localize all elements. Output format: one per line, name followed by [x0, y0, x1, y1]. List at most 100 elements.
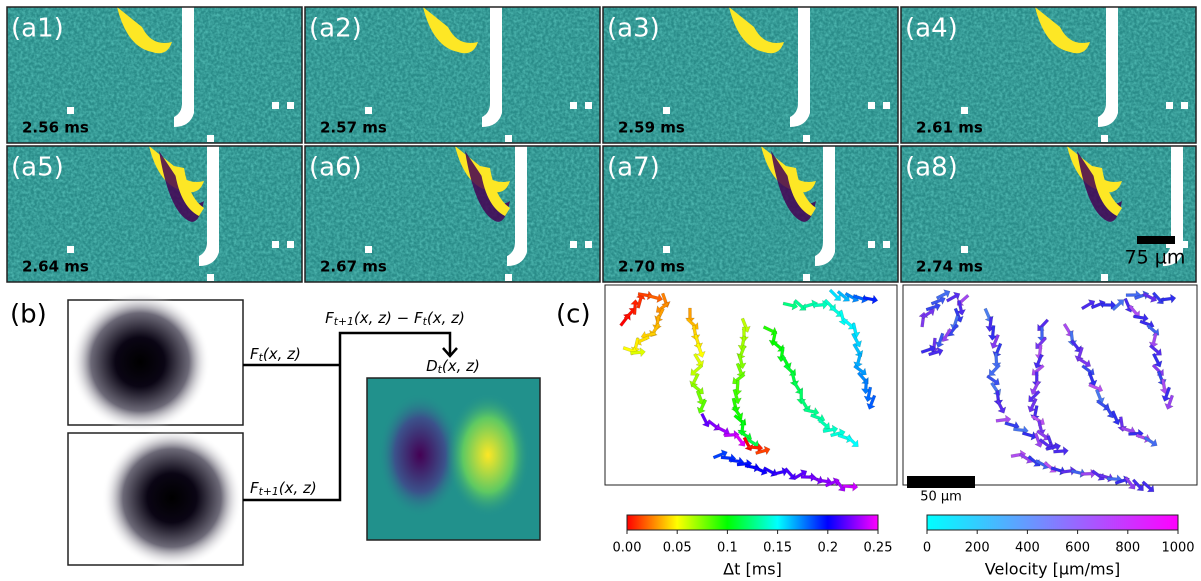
velocity-arrow	[1053, 446, 1069, 456]
velocity-arrow	[712, 449, 728, 460]
velocity-arrow	[808, 474, 824, 485]
velocity-arrow	[993, 390, 1004, 406]
yellow-feature	[786, 166, 816, 216]
micrograph: (a6) 2.67 ms	[304, 145, 601, 283]
white-dot	[272, 102, 279, 109]
positive-lobe	[446, 393, 530, 517]
micrograph: (a7) 2.70 ms	[602, 145, 899, 283]
velocity-arrow	[1142, 292, 1158, 303]
colorbar-tick-label: 200	[965, 541, 990, 556]
symbol: F	[325, 309, 334, 327]
subscript: t	[438, 363, 443, 376]
velocity-arrow	[792, 469, 808, 481]
velocity-arrow	[1161, 386, 1172, 402]
white-dot	[868, 102, 875, 109]
velocity-arrow	[953, 307, 964, 323]
white-dot	[287, 102, 294, 109]
colorbar	[626, 514, 879, 531]
colorbar-tick-label: 0.15	[763, 541, 792, 556]
velocity-arrow	[1131, 478, 1144, 492]
formula: Ft(x, z)	[250, 345, 301, 365]
time-label: 2.57 ms	[320, 119, 387, 137]
white-dot	[67, 107, 74, 114]
yellow-feature	[174, 166, 204, 216]
velocity-arrow	[1160, 293, 1177, 304]
white-dot	[961, 246, 968, 253]
colorbar	[926, 514, 1179, 531]
arguments: (x, z)	[279, 479, 317, 497]
colorbar-label: Δt [ms]	[723, 560, 782, 579]
colorbar-tick-label: 800	[1115, 541, 1140, 556]
panel-label: (a5)	[11, 153, 64, 183]
white-feature	[507, 146, 527, 266]
vector-field	[918, 289, 1177, 493]
velocity-arrow	[1141, 480, 1155, 493]
yellow-feature	[1035, 7, 1090, 54]
velocity-arrow	[987, 325, 998, 341]
plot-frame	[604, 284, 898, 486]
scale-bar-label: 50 µm	[920, 490, 962, 505]
velocity-arrow	[928, 346, 944, 357]
velocity-arrow	[647, 293, 664, 303]
velocity-arrow	[986, 374, 1000, 386]
white-dot	[505, 135, 512, 142]
speckle	[305, 146, 600, 282]
connector	[243, 331, 452, 502]
time-label: 2.59 ms	[618, 119, 685, 137]
micrograph: (a8) 2.74 ms	[900, 145, 1197, 283]
white-dot	[883, 102, 890, 109]
white-dot	[1181, 102, 1188, 109]
velocity-arrow	[789, 371, 800, 387]
speckle	[7, 146, 302, 282]
velocity-arrow	[945, 291, 961, 303]
colorbar-tick-label: 0.05	[663, 541, 692, 556]
subscript: t	[259, 351, 264, 364]
white-dot	[1101, 274, 1108, 281]
velocity-arrow	[846, 435, 859, 447]
velocity-arrow	[689, 372, 700, 388]
velocity-arrow	[1151, 352, 1163, 368]
colorbar-tick-label: 0.2	[817, 541, 838, 556]
velocity-arrow	[690, 325, 701, 341]
colorbar-tick-label: 0	[923, 541, 931, 556]
velocity-arrow	[695, 342, 706, 358]
velocity-arrow	[853, 364, 867, 376]
white-dot	[1166, 241, 1173, 248]
arguments: (x, z)	[354, 309, 392, 327]
velocity-arrow	[690, 382, 704, 395]
velocity-arrow	[1074, 346, 1084, 362]
frame	[304, 145, 601, 283]
velocity-arrow	[783, 467, 796, 480]
velocity-arrow	[771, 340, 785, 352]
velocity-arrow	[866, 394, 877, 410]
velocity-arrow	[782, 300, 799, 311]
velocity-arrow	[1033, 353, 1044, 369]
time-label: 2.56 ms	[22, 119, 89, 137]
time-label: 2.67 ms	[320, 258, 387, 276]
velocity-arrow	[930, 295, 946, 306]
velocity-arrow	[1070, 339, 1082, 353]
white-dot	[207, 135, 214, 142]
panel-label: (a2)	[309, 14, 362, 44]
yellow-feature	[480, 166, 510, 216]
frame	[602, 6, 899, 144]
frame	[602, 145, 899, 283]
white-dot	[1101, 135, 1108, 142]
velocity-arrow	[696, 399, 708, 414]
arguments: (x, z)	[442, 357, 480, 375]
velocity-arrow	[803, 407, 820, 417]
velocity-arrow	[860, 378, 871, 395]
velocity-arrow	[921, 308, 935, 320]
panel-label: (a1)	[11, 14, 64, 44]
velocity-arrow	[1077, 356, 1092, 368]
formula: Ft+1(x, z) − Ft(x, z)	[325, 309, 465, 329]
frame	[6, 145, 303, 283]
white-feature	[199, 146, 219, 266]
velocity-arrow	[630, 347, 646, 358]
symbol: F	[250, 479, 259, 497]
velocity-arrow	[747, 442, 764, 453]
velocity-arrow	[817, 417, 831, 430]
velocity-arrow	[1124, 476, 1136, 490]
velocity-arrow	[828, 288, 841, 301]
